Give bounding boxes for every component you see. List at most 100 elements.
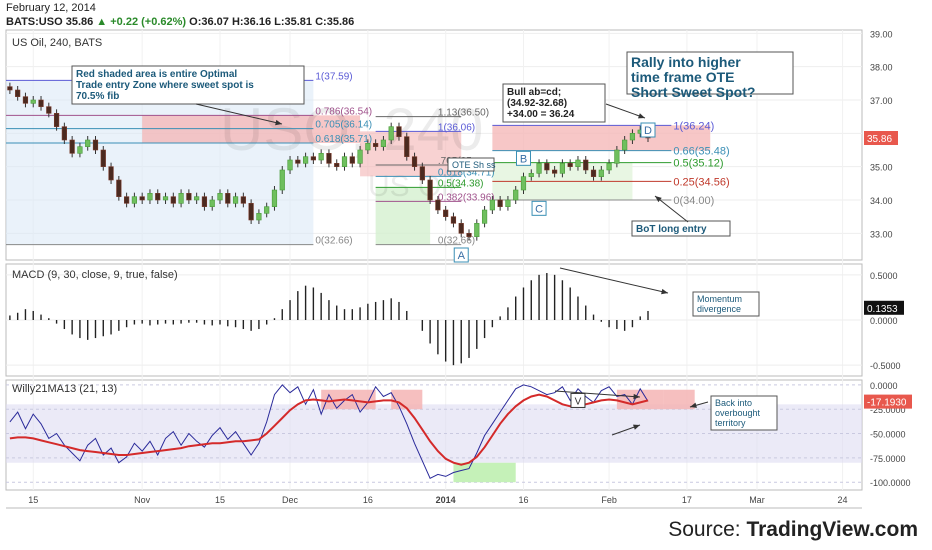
point-box-D <box>640 122 656 138</box>
time-tick-label: 16 <box>518 495 528 505</box>
willy-ob-zone <box>616 389 664 410</box>
ote-zone-blue <box>6 80 314 245</box>
point-label-B: B <box>520 153 527 165</box>
candle <box>46 106 52 114</box>
macd-tick-label: 0.0000 <box>870 316 898 326</box>
symbol[interactable]: BATS:USO <box>6 16 63 28</box>
price-tick-label: 35.00 <box>870 163 893 173</box>
time-tick-label: Dec <box>282 495 299 505</box>
candle <box>271 189 278 207</box>
candle <box>497 199 503 207</box>
candle <box>458 223 464 234</box>
arrow-momentum <box>559 267 669 294</box>
ohlc-values: O:36.07 H:36.16 L:35.81 C:35.86 <box>189 16 355 28</box>
candle <box>232 196 239 204</box>
last-price-label: 35.86 <box>867 134 892 145</box>
source-brand[interactable]: TradingView.com <box>746 518 918 541</box>
willy-tick-label: -25.0000 <box>870 405 906 415</box>
fib-left-label: 0.786(36.54) <box>315 106 372 117</box>
arrow-abcd-note <box>605 103 646 119</box>
source-label: Source: <box>668 518 741 541</box>
candle <box>388 126 394 141</box>
candle <box>61 126 67 141</box>
header-date: February 12, 2014 <box>6 2 96 14</box>
note-bot-long-line: BoT long entry <box>636 224 707 235</box>
arrow-momentum-head <box>661 288 668 295</box>
note-abcd-line: Bull ab=cd; <box>507 87 561 98</box>
point-box-A <box>453 247 469 263</box>
candle <box>318 153 324 161</box>
willy-ob-zone <box>663 389 695 410</box>
willy-value-label: -17.1930 <box>867 398 907 409</box>
price-tick-label: 38.00 <box>870 63 893 73</box>
candle <box>373 143 379 147</box>
candle <box>474 223 480 237</box>
candle <box>147 193 153 201</box>
fib-left-label: 1(37.59) <box>315 71 352 82</box>
candle <box>279 169 285 191</box>
candle <box>598 169 604 177</box>
fib-mid-label: 1(36.06) <box>438 122 475 133</box>
candle <box>590 169 597 177</box>
willy-tick-label: -75.0000 <box>870 454 906 464</box>
candle <box>92 139 99 151</box>
time-tick-label: Mar <box>749 495 765 505</box>
candle <box>575 159 581 167</box>
candle <box>116 179 122 197</box>
candle <box>69 139 75 154</box>
arrow-willy-div2-head <box>633 424 640 430</box>
willy-ma-line <box>9 393 649 466</box>
arrow-overbought-head <box>690 402 697 408</box>
macd-tick-label: 0.5000 <box>870 271 898 281</box>
candle <box>629 133 636 141</box>
candle <box>536 163 542 174</box>
candle <box>287 159 293 171</box>
willy-tick-label: -100.0000 <box>870 478 911 488</box>
arrow-willy-div1-head <box>633 393 640 400</box>
candle <box>139 196 145 201</box>
note-rally-line: Rally into higher <box>631 54 741 70</box>
fib-left-label: 0(32.66) <box>315 236 352 247</box>
last-price: 35.86 <box>65 16 94 28</box>
candle <box>77 146 83 154</box>
candle <box>100 149 106 167</box>
arrow-willy-div1 <box>554 390 641 398</box>
candle <box>15 89 21 97</box>
candle <box>481 209 488 224</box>
willy-pane-title: Willy21MA13 (21, 13) <box>12 383 117 395</box>
candle <box>194 196 200 201</box>
candle <box>489 199 495 211</box>
note-abcd-box <box>502 83 606 123</box>
note-rally-box <box>626 51 794 95</box>
note-abcd-line: +34.00 = 36.24 <box>507 109 575 120</box>
candle <box>248 203 254 221</box>
source-credit: Source: TradingView.com <box>668 518 918 542</box>
chart-svg[interactable]: 39.0038.0037.0036.0035.0034.0033.0015Nov… <box>0 0 932 520</box>
price-change: ▲ +0.22 (+0.62%) <box>96 16 187 28</box>
candle <box>606 163 612 171</box>
candle <box>240 196 246 204</box>
note-momentum-line: Momentum <box>697 294 742 304</box>
note-rally-line: time frame OTE <box>631 69 734 85</box>
fib-left-label: 0.705(36.14) <box>315 120 372 131</box>
price-pane-title: US Oil, 240, BATS <box>12 37 102 49</box>
candle <box>217 193 223 201</box>
candle <box>38 99 44 107</box>
candle <box>22 96 29 104</box>
candle <box>404 136 410 157</box>
candle <box>264 206 270 214</box>
time-tick-label: 15 <box>215 495 225 505</box>
arrow-ote-note <box>195 103 283 125</box>
price-tick-label: 33.00 <box>870 229 893 239</box>
candle <box>622 139 628 151</box>
candle <box>53 113 60 127</box>
ote-zone-red-mid <box>360 131 462 177</box>
fib-right-label: 1(36.24) <box>673 120 714 132</box>
willy-line <box>9 384 649 479</box>
point-box-B <box>515 150 531 166</box>
note-abcd-line: (34.92-32.68) <box>507 98 567 109</box>
candle <box>396 126 402 137</box>
arrow-ote-note-head <box>275 119 282 126</box>
watermark: USO, 240 <box>220 96 483 163</box>
note-overbought-line: overbought <box>715 408 761 418</box>
